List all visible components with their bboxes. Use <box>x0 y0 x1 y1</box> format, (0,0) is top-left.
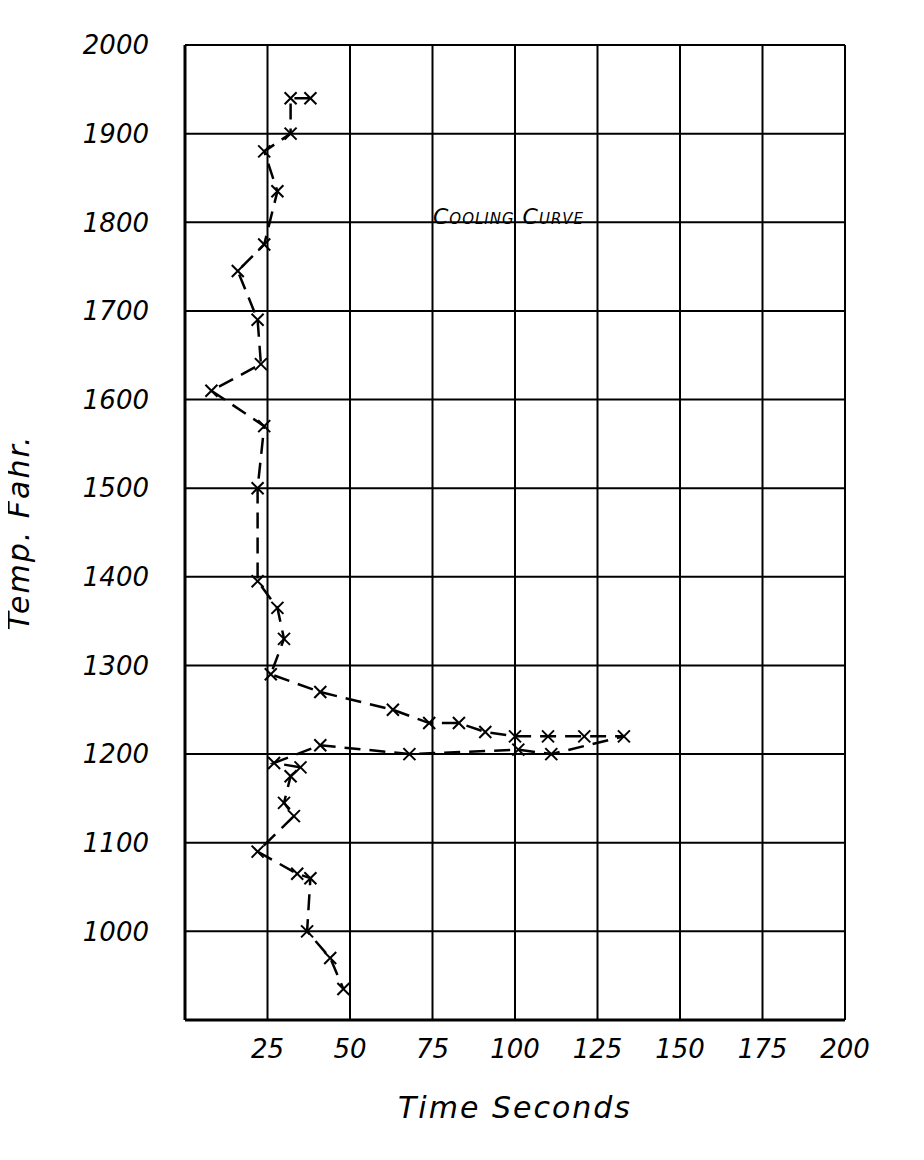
svg-text:175: 175 <box>738 1034 788 1064</box>
svg-text:1100: 1100 <box>83 828 149 858</box>
svg-text:150: 150 <box>655 1034 705 1064</box>
svg-text:125: 125 <box>573 1034 623 1064</box>
svg-text:100: 100 <box>490 1034 540 1064</box>
svg-text:25: 25 <box>251 1034 284 1064</box>
svg-text:1200: 1200 <box>83 739 149 769</box>
svg-text:2000: 2000 <box>83 30 149 60</box>
svg-text:1000: 1000 <box>83 917 149 947</box>
svg-text:1700: 1700 <box>83 296 149 326</box>
svg-text:75: 75 <box>416 1034 449 1064</box>
svg-text:200: 200 <box>820 1034 870 1064</box>
svg-text:Time Seconds: Time Seconds <box>398 1090 632 1125</box>
svg-text:1900: 1900 <box>83 119 149 149</box>
svg-text:1500: 1500 <box>83 473 149 503</box>
svg-text:1600: 1600 <box>83 385 149 415</box>
html-text:Cooling Curve: Cooling Curve <box>433 204 585 229</box>
svg-text:1800: 1800 <box>83 208 149 238</box>
svg-text:50: 50 <box>333 1034 366 1064</box>
svg-text:1400: 1400 <box>83 562 149 592</box>
svg-text:Temp. Fahr.: Temp. Fahr. <box>8 434 36 630</box>
svg-text:1300: 1300 <box>83 651 149 681</box>
